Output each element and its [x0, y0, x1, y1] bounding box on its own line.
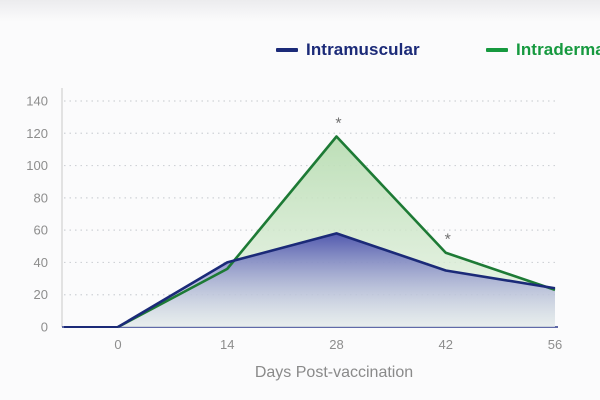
significance-star: *: [445, 232, 451, 249]
x-tick-label: 42: [439, 337, 453, 352]
y-tick-label: 20: [34, 287, 48, 302]
y-tick-label: 60: [34, 223, 48, 238]
significance-star: *: [335, 116, 341, 133]
top-shade: [0, 0, 600, 22]
y-tick-label: 80: [34, 190, 48, 205]
area-layer: [118, 136, 555, 327]
legend-label-intradermal: Intradermal: [516, 40, 600, 59]
legend-item-intramuscular: Intramuscular: [276, 38, 420, 62]
legend-swatch-intradermal: [486, 48, 508, 52]
y-tick-label: 0: [41, 320, 48, 335]
area-intramuscular: [118, 233, 555, 327]
x-axis-title: Days Post-vaccination: [255, 364, 413, 381]
y-tick-label: 100: [26, 158, 48, 173]
legend-label-intramuscular: Intramuscular: [306, 40, 420, 59]
y-tick-label: 140: [26, 94, 48, 109]
x-tick-label: 56: [548, 337, 562, 352]
y-tick-label: 40: [34, 255, 48, 270]
line-intradermal: [117, 135, 556, 329]
legend-swatch-intramuscular: [276, 48, 298, 52]
y-tick-label: 120: [26, 126, 48, 141]
x-tick-label: 28: [329, 337, 343, 352]
x-tick-label: 14: [220, 337, 234, 352]
line-layer: [64, 135, 556, 329]
label-layer: 0 20 40 60 80 100 120 140 0 14 28 42 56 * *: [26, 94, 562, 353]
chart-legend: Intramuscular Intradermal: [276, 38, 600, 62]
legend-item-intradermal: Intradermal: [486, 38, 600, 62]
x-tick-label: 0: [114, 337, 121, 352]
line-intramuscular: [117, 232, 556, 329]
